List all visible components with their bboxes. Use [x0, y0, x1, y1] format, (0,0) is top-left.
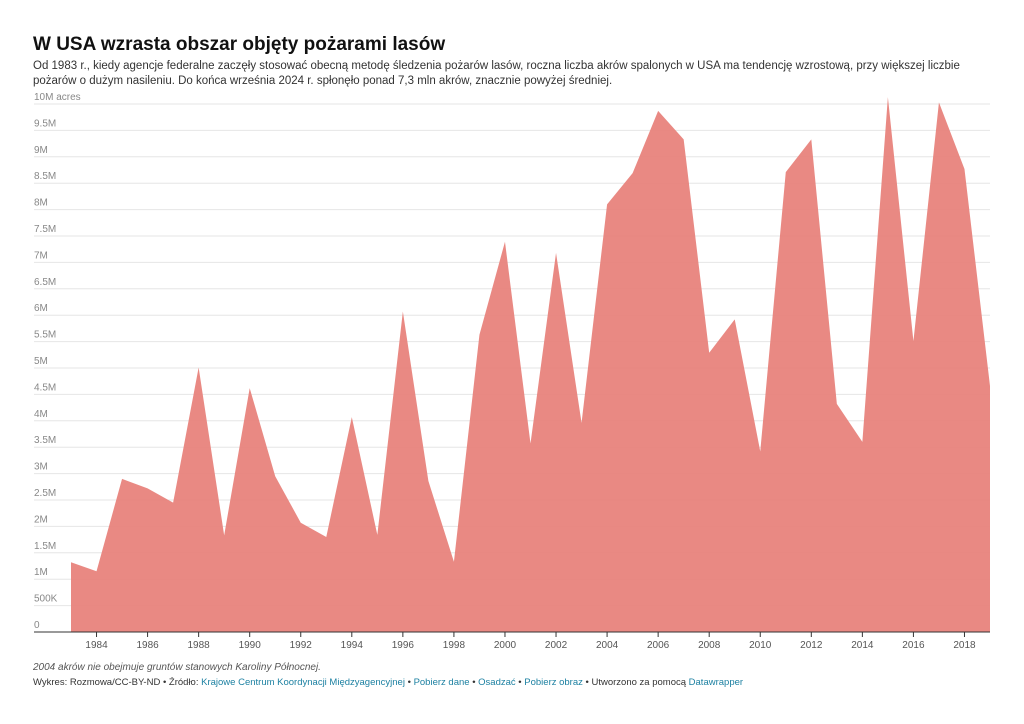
embed-link[interactable]: Osadzać	[478, 677, 516, 688]
footnote: 2004 akrów nie obejmuje gruntów stanowyc…	[33, 662, 321, 673]
y-tick-label: 5M	[34, 356, 48, 367]
x-tick-label: 2016	[902, 640, 925, 651]
y-tick-label: 0	[34, 620, 40, 631]
x-tick-label: 1994	[341, 640, 364, 651]
y-tick-label: 500K	[34, 594, 58, 605]
made-with-text: • Utworzono za pomocą	[585, 677, 687, 688]
y-tick-label: 3.5M	[34, 435, 56, 446]
x-tick-label: 1986	[136, 640, 159, 651]
x-tick-label: 1990	[239, 640, 262, 651]
x-tick-label: 2018	[953, 640, 976, 651]
chart-subtitle: Od 1983 r., kiedy agencje federalne zacz…	[33, 60, 960, 87]
x-tick-label: 1984	[85, 640, 108, 651]
x-tick-label: 1992	[290, 640, 313, 651]
y-tick-label: 2M	[34, 514, 48, 525]
x-tick-label: 1998	[443, 640, 466, 651]
x-tick-label: 2004	[596, 640, 619, 651]
y-tick-label: 3M	[34, 462, 48, 473]
chart-title: W USA wzrasta obszar objęty pożarami las…	[33, 34, 446, 55]
y-tick-label: 7M	[34, 250, 48, 261]
separator: •	[518, 677, 522, 688]
y-tick-label: 7.5M	[34, 224, 56, 235]
y-tick-label: 5.5M	[34, 330, 56, 341]
y-tick-label: 4M	[34, 409, 48, 420]
x-tick-label: 1988	[188, 640, 211, 651]
credit-text: Wykres: Rozmowa/CC-BY-ND • Źródło:	[33, 677, 199, 688]
byline: Wykres: Rozmowa/CC-BY-ND • Źródło: Krajo…	[33, 677, 743, 688]
x-tick-label: 2000	[494, 640, 517, 651]
y-tick-label: 4.5M	[34, 382, 56, 393]
get-data-link[interactable]: Pobierz dane	[413, 677, 470, 688]
source-link[interactable]: Krajowe Centrum Koordynacji Międzyagency…	[201, 677, 405, 688]
datawrapper-link[interactable]: Datawrapper	[688, 677, 744, 688]
x-tick-label: 2010	[749, 640, 772, 651]
x-tick-label: 2008	[698, 640, 721, 651]
x-tick-label: 2014	[851, 640, 874, 651]
get-image-link[interactable]: Pobierz obraz	[524, 677, 583, 688]
y-tick-label: 9.5M	[34, 118, 56, 129]
y-tick-label: 6.5M	[34, 277, 56, 288]
x-axis-ticks: 1984 1986 1988 1990 1992 1994 1996 1998 2000 2002…	[85, 632, 976, 651]
x-tick-label: 2002	[545, 640, 568, 651]
separator: •	[472, 677, 476, 688]
y-tick-label: 1.5M	[34, 541, 56, 552]
y-tick-label: 9M	[34, 145, 48, 156]
y-tick-label: 2.5M	[34, 488, 56, 499]
y-tick-label: 10M acres	[34, 92, 81, 103]
y-axis-ticks: 0 500K 1M 1.5M 2M 2.5M 3M 3.5M 4M 4.5M 5M 5.5M 6M 6.5…	[34, 92, 81, 631]
y-tick-label: 8.5M	[34, 171, 56, 182]
y-tick-label: 6M	[34, 303, 48, 314]
x-tick-label: 2012	[800, 640, 823, 651]
x-tick-label: 2006	[647, 640, 670, 651]
x-tick-label: 1996	[392, 640, 415, 651]
y-tick-label: 1M	[34, 567, 48, 578]
separator: •	[407, 677, 411, 688]
y-tick-label: 8M	[34, 198, 48, 209]
area-series	[71, 97, 990, 633]
